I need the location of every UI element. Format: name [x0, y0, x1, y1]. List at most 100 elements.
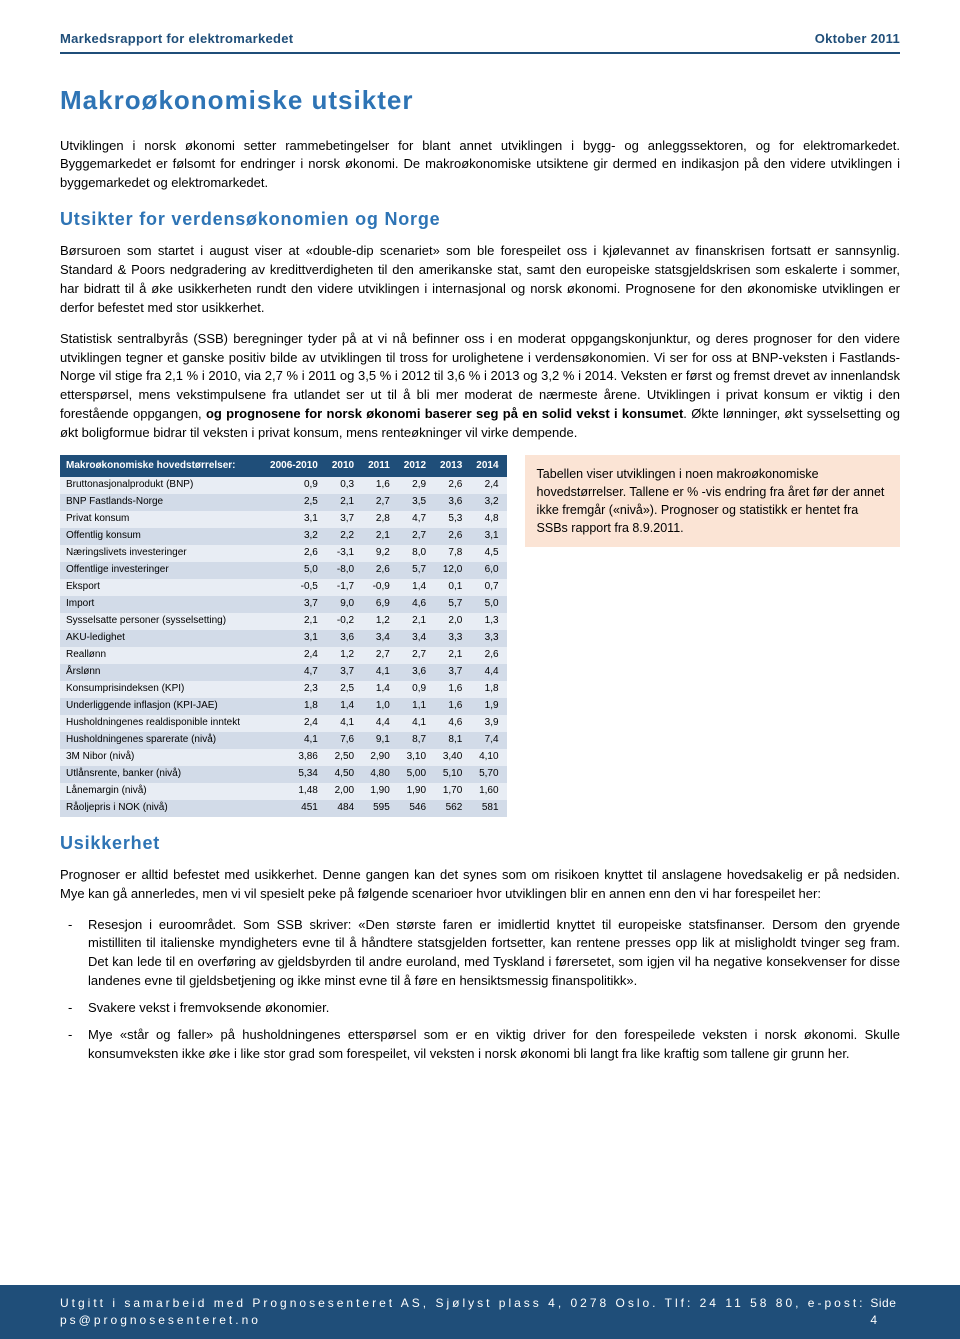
table-row: Privat konsum3,13,72,84,75,34,8 — [60, 511, 507, 528]
table-cell: 1,2 — [326, 647, 362, 664]
table-cell: 1,8 — [470, 681, 506, 698]
header-title-right: Oktober 2011 — [815, 30, 900, 48]
table-cell: 3,1 — [264, 630, 326, 647]
table-cell: 7,8 — [434, 545, 470, 562]
table-cell: 581 — [470, 800, 506, 817]
table-cell: 3,10 — [398, 749, 434, 766]
table-cell: 1,6 — [434, 698, 470, 715]
table-header-cell: 2012 — [398, 455, 434, 477]
table-cell: 2,7 — [362, 647, 398, 664]
list-item: Mye «står og faller» på husholdningenes … — [88, 1026, 900, 1064]
table-cell: 3,86 — [264, 749, 326, 766]
table-cell: 8,0 — [398, 545, 434, 562]
page-header: Markedsrapport for elektromarkedet Oktob… — [60, 30, 900, 54]
table-row: Husholdningenes realdisponible inntekt2,… — [60, 715, 507, 732]
table-cell: 5,0 — [264, 562, 326, 579]
table-cell: 1,8 — [264, 698, 326, 715]
table-cell: 2,5 — [326, 681, 362, 698]
table-cell: 3,40 — [434, 749, 470, 766]
table-cell: 3,7 — [264, 596, 326, 613]
table-cell: 2,1 — [434, 647, 470, 664]
table-cell: 5,00 — [398, 766, 434, 783]
table-header-cell: Makroøkonomiske hovedstørrelser: — [60, 455, 264, 477]
table-cell: 2,90 — [362, 749, 398, 766]
table-cell: -3,1 — [326, 545, 362, 562]
table-cell: 2,0 — [434, 613, 470, 630]
table-cell: 2,6 — [470, 647, 506, 664]
table-cell: AKU-ledighet — [60, 630, 264, 647]
table-cell: 2,8 — [362, 511, 398, 528]
table-row: BNP Fastlands-Norge2,52,12,73,53,63,2 — [60, 494, 507, 511]
table-cell: 7,4 — [470, 732, 506, 749]
table-header-cell: 2011 — [362, 455, 398, 477]
table-cell: Offentlige investeringer — [60, 562, 264, 579]
table-header-cell: 2006-2010 — [264, 455, 326, 477]
table-cell: 5,34 — [264, 766, 326, 783]
table-cell: Utlånsrente, banker (nivå) — [60, 766, 264, 783]
table-cell: 1,4 — [326, 698, 362, 715]
table-cell: -1,7 — [326, 579, 362, 596]
table-cell: 595 — [362, 800, 398, 817]
table-cell: 9,2 — [362, 545, 398, 562]
table-cell: 5,70 — [470, 766, 506, 783]
table-row: Eksport-0,5-1,7-0,91,40,10,7 — [60, 579, 507, 596]
table-cell: 0,9 — [264, 477, 326, 494]
table-cell: 4,50 — [326, 766, 362, 783]
macro-table-body: Bruttonasjonalprodukt (BNP)0,90,31,62,92… — [60, 477, 507, 817]
table-cell: 2,1 — [264, 613, 326, 630]
header-title-left: Markedsrapport for elektromarkedet — [60, 30, 293, 48]
table-cell: 1,6 — [434, 681, 470, 698]
table-cell: 2,5 — [264, 494, 326, 511]
table-cell: 3,7 — [326, 664, 362, 681]
aside-note: Tabellen viser utviklingen i noen makroø… — [525, 455, 900, 548]
table-cell: 9,1 — [362, 732, 398, 749]
list-item: Svakere vekst i fremvoksende økonomier. — [88, 999, 900, 1018]
table-cell: 4,4 — [470, 664, 506, 681]
table-cell: Husholdningenes realdisponible inntekt — [60, 715, 264, 732]
table-cell: 12,0 — [434, 562, 470, 579]
section2-paragraph-1: Prognoser er alltid befestet med usikker… — [60, 866, 900, 904]
table-cell: 4,10 — [470, 749, 506, 766]
table-cell: 2,00 — [326, 783, 362, 800]
table-row: Konsumprisindeksen (KPI)2,32,51,40,91,61… — [60, 681, 507, 698]
table-cell: 6,9 — [362, 596, 398, 613]
table-row: Sysselsatte personer (sysselsetting)2,1-… — [60, 613, 507, 630]
table-cell: 7,6 — [326, 732, 362, 749]
table-cell: 546 — [398, 800, 434, 817]
table-row: 3M Nibor (nivå)3,862,502,903,103,404,10 — [60, 749, 507, 766]
table-cell: 2,4 — [264, 647, 326, 664]
table-row: Underliggende inflasjon (KPI-JAE)1,81,41… — [60, 698, 507, 715]
table-cell: Husholdningenes sparerate (nivå) — [60, 732, 264, 749]
table-row: Næringslivets investeringer2,6-3,19,28,0… — [60, 545, 507, 562]
footer-bar: Utgitt i samarbeid med Prognosesenteret … — [0, 1285, 960, 1339]
table-cell: Import — [60, 596, 264, 613]
table-cell: 5,3 — [434, 511, 470, 528]
table-cell: 3,3 — [434, 630, 470, 647]
table-cell: 1,90 — [398, 783, 434, 800]
table-cell: 4,1 — [326, 715, 362, 732]
table-cell: 2,4 — [264, 715, 326, 732]
table-cell: 2,9 — [398, 477, 434, 494]
table-cell: -0,9 — [362, 579, 398, 596]
table-cell: -0,2 — [326, 613, 362, 630]
main-title: Makroøkonomiske utsikter — [60, 82, 900, 118]
table-cell: 2,6 — [264, 545, 326, 562]
table-cell: 1,0 — [362, 698, 398, 715]
table-cell: Underliggende inflasjon (KPI-JAE) — [60, 698, 264, 715]
table-cell: 4,8 — [470, 511, 506, 528]
table-cell: -8,0 — [326, 562, 362, 579]
table-cell: BNP Fastlands-Norge — [60, 494, 264, 511]
table-cell: 484 — [326, 800, 362, 817]
table-row: Reallønn2,41,22,72,72,12,6 — [60, 647, 507, 664]
table-cell: 3M Nibor (nivå) — [60, 749, 264, 766]
bullet-list: Resesjon i euroområdet. Som SSB skriver:… — [60, 916, 900, 1064]
table-cell: 2,6 — [434, 528, 470, 545]
table-cell: Råoljepris i NOK (nivå) — [60, 800, 264, 817]
table-row: Råoljepris i NOK (nivå)45148459554656258… — [60, 800, 507, 817]
table-row: Offentlige investeringer5,0-8,02,65,712,… — [60, 562, 507, 579]
table-header-cell: 2013 — [434, 455, 470, 477]
table-cell: 3,6 — [398, 664, 434, 681]
table-cell: 5,7 — [398, 562, 434, 579]
macro-table-head: Makroøkonomiske hovedstørrelser:2006-201… — [60, 455, 507, 477]
footer-text-left: Utgitt i samarbeid med Prognosesenteret … — [60, 1295, 870, 1329]
